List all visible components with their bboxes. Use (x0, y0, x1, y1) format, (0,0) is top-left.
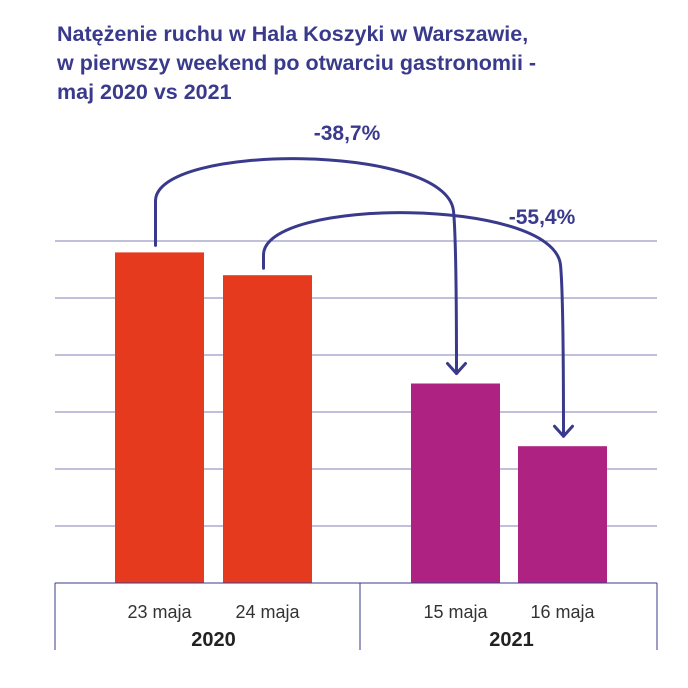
change-label: -55,4% (509, 206, 576, 229)
tick-label: 15 maja (423, 602, 488, 622)
tick-label: 16 maja (530, 602, 595, 622)
bar (518, 446, 607, 583)
bar (411, 384, 500, 584)
group-label: 2021 (489, 629, 534, 651)
bar (223, 275, 312, 583)
bar (115, 252, 204, 583)
group-label: 2020 (191, 629, 236, 651)
change-label: -38,7% (314, 122, 381, 145)
tick-label: 23 maja (127, 602, 192, 622)
tick-label: 24 maja (235, 602, 300, 622)
